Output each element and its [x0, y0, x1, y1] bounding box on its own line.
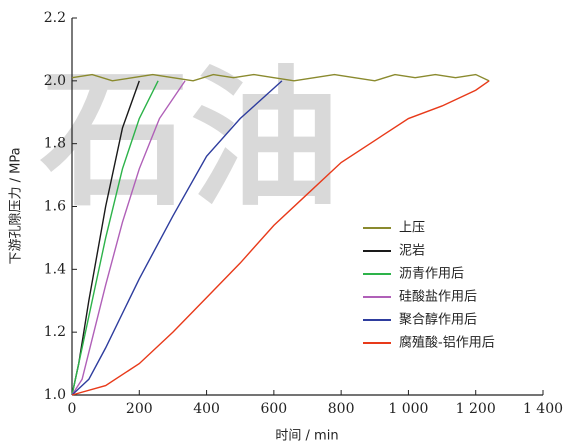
y-tick-label: 2.2: [44, 10, 66, 26]
x-tick-label: 800: [328, 401, 355, 417]
y-tick-label: 1.2: [44, 324, 66, 340]
chart: 石油 下游孔隙压力 / MPa 时间 / min 1.0 1.2 1.4 1.6 1.8…: [0, 0, 576, 448]
x-tick-label: 400: [193, 401, 220, 417]
x-tick-label: 600: [260, 401, 287, 417]
x-tick-label: 200: [126, 401, 153, 417]
y-axis-label: 下游孔隙压力 / MPa: [9, 147, 24, 264]
legend-label: 上压: [399, 221, 425, 236]
y-tick-label: 1.6: [44, 199, 66, 215]
watermark: 石油: [40, 53, 340, 227]
x-tick-label: 1 000: [388, 401, 428, 417]
x-tick-label: 0: [68, 401, 77, 417]
x-tick-label: 1 400: [523, 401, 563, 417]
legend-label: 腐殖酸-铝作用后: [399, 335, 495, 351]
x-tick-label: 1 200: [456, 401, 496, 417]
legend-label: 硅酸盐作用后: [399, 290, 477, 305]
legend-label: 沥青作用后: [399, 267, 464, 282]
y-tick-label: 1.0: [44, 387, 66, 403]
legend-label: 聚合醇作用后: [399, 312, 477, 328]
y-tick-label: 1.4: [44, 261, 66, 277]
y-tick-label: 2.0: [44, 73, 66, 89]
x-axis-label: 时间 / min: [275, 429, 338, 444]
legend-label: 泥岩: [399, 244, 425, 259]
y-tick-label: 1.8: [44, 136, 66, 152]
